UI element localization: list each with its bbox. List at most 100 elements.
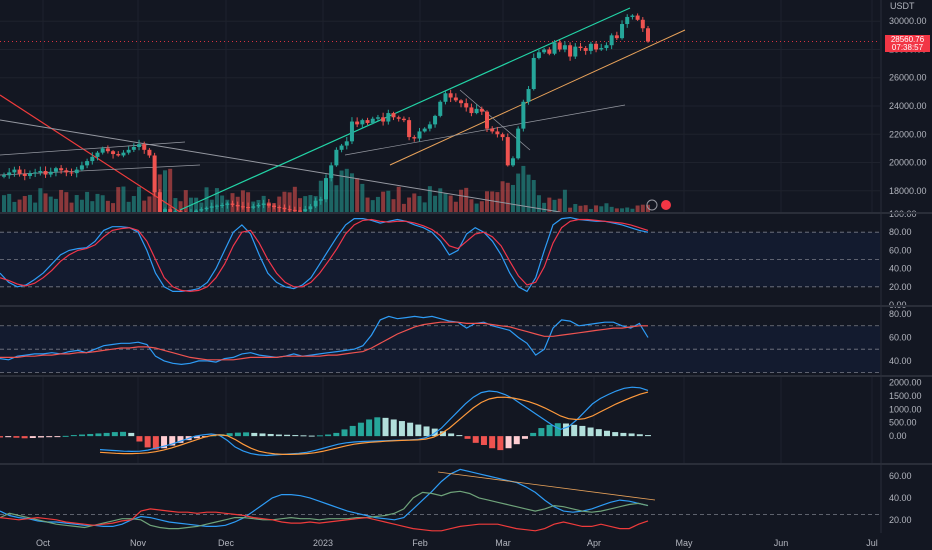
candle-body (22, 173, 27, 176)
candle-body (573, 46, 578, 57)
candle-body (625, 16, 630, 25)
volume-bar (131, 196, 136, 212)
candle-body (59, 168, 64, 171)
candle-body (126, 149, 131, 153)
candle-body (240, 206, 245, 208)
macd-histogram-bar (292, 435, 299, 437)
volume-bar (604, 203, 609, 212)
candle-body (630, 15, 635, 17)
y-tick-label: 30000.00 (889, 16, 927, 26)
volume-bar (64, 192, 69, 212)
volume-bar (183, 190, 188, 212)
x-tick-label: Dec (218, 538, 235, 548)
dmi-pane[interactable] (0, 465, 880, 533)
currency-label: USDT (890, 1, 915, 11)
pane-background (0, 465, 880, 533)
macd-histogram-bar (472, 436, 479, 443)
candle-body (500, 134, 505, 138)
pane-dividers[interactable] (0, 0, 932, 533)
candle-body (391, 113, 396, 118)
volume-bar (474, 203, 479, 212)
candle-body (324, 178, 328, 200)
volume-bar (121, 186, 126, 212)
candle-body (131, 146, 136, 150)
macd-histogram-bar (62, 435, 69, 437)
candle-body (578, 46, 583, 49)
volume-bar (22, 196, 27, 212)
y-tick-label: 40.00 (889, 356, 912, 366)
macd-histogram-bar (275, 434, 282, 437)
candle-body (2, 175, 6, 177)
candle-body (194, 210, 199, 212)
volume-bar (287, 192, 292, 212)
macd-histogram-bar (300, 435, 307, 437)
candle-body (225, 203, 230, 205)
rsi-pane[interactable] (0, 307, 880, 375)
candle-body (261, 203, 266, 205)
volume-bar (194, 197, 199, 212)
volume-bar (578, 205, 583, 212)
x-tick-label: Jun (774, 538, 789, 548)
x-tick-label: Apr (587, 538, 601, 548)
y-tick-label: 20.00 (889, 515, 912, 525)
candle-body (85, 161, 90, 166)
macd-pane[interactable] (0, 386, 651, 457)
y-tick-label: 2000.00 (889, 377, 922, 387)
di-minus-line (0, 508, 649, 532)
stochastic-pane[interactable] (0, 214, 880, 305)
candle-body (318, 199, 323, 201)
candle-body (381, 117, 386, 122)
candle-body (74, 169, 79, 174)
macd-histogram-bar (538, 428, 545, 437)
candle-body (142, 144, 147, 150)
macd-histogram-bar (603, 430, 610, 437)
volume-bar (526, 174, 531, 212)
macd-histogram-bar (161, 436, 168, 449)
candle-body (100, 148, 105, 153)
volume-bar (531, 180, 536, 212)
macd-histogram-bar (530, 432, 537, 437)
volume-bar (246, 192, 251, 212)
macd-histogram-bar (316, 435, 323, 437)
y-tick-label: 1500.00 (889, 391, 922, 401)
candle-body (438, 101, 443, 116)
y-tick-label: 0.00 (889, 431, 907, 441)
candle-body (526, 89, 531, 102)
candle-body (365, 120, 370, 123)
volume-bar (329, 173, 334, 212)
volume-bar (464, 187, 469, 212)
volume-bar (79, 199, 84, 212)
candle-body (272, 205, 277, 208)
candle-body (510, 158, 515, 166)
candle-body (43, 171, 48, 175)
volume-bar (448, 195, 453, 212)
macd-histogram-bar (415, 424, 422, 437)
macd-histogram-bar (177, 436, 184, 443)
macd-histogram-bar (284, 434, 291, 437)
candle-body (552, 42, 557, 54)
volume-bar (588, 208, 593, 212)
macd-histogram-bar (29, 436, 36, 439)
macd-histogram-bar (120, 431, 127, 437)
candle-body (308, 206, 313, 210)
x-tick-label: Feb (412, 538, 428, 548)
candle-body (609, 35, 614, 46)
candle-body (230, 203, 235, 205)
candle-body (505, 137, 510, 166)
volume-bar (391, 199, 396, 212)
candle-body (157, 192, 162, 212)
volume-bar (370, 200, 375, 212)
candle-body (344, 141, 349, 146)
macd-histogram-bar (448, 433, 455, 437)
macd-histogram-bar (505, 436, 512, 449)
volume-bar (173, 198, 178, 212)
volume-bar (17, 199, 22, 212)
volume-bar (142, 200, 147, 212)
candle-body (375, 117, 380, 119)
macd-histogram-bar (620, 432, 627, 437)
volume-bar (339, 170, 344, 212)
macd-histogram-bar (628, 433, 635, 437)
candle-body (469, 107, 474, 114)
candle-body (116, 154, 121, 156)
